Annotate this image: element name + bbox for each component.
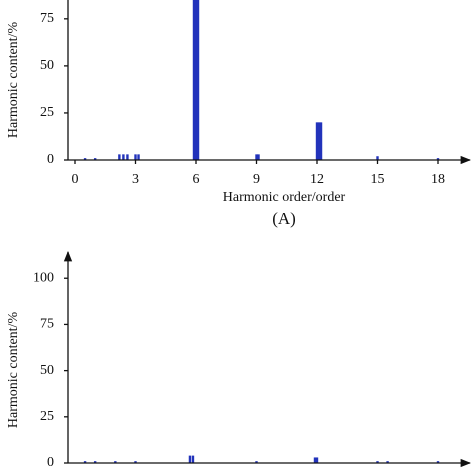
- bar: [255, 154, 258, 160]
- bar: [317, 122, 321, 160]
- x-tick-label: 12: [310, 172, 324, 187]
- bar: [83, 158, 87, 160]
- bar: [436, 461, 440, 463]
- x-tick-label: 6: [193, 172, 200, 187]
- bar: [376, 461, 379, 463]
- bar: [118, 154, 121, 160]
- y-tick-label: 0: [47, 152, 54, 167]
- bar: [436, 158, 440, 160]
- bar: [376, 156, 379, 160]
- bar: [196, 0, 200, 160]
- y-tick-label: 25: [40, 105, 54, 120]
- y-tick-label: 100: [33, 270, 54, 285]
- y-tick-label: 50: [40, 363, 54, 378]
- y-tick-label: 25: [40, 409, 54, 424]
- bar: [315, 122, 319, 160]
- x-tick-label: 0: [72, 172, 79, 187]
- x-tick-label: 9: [253, 172, 260, 187]
- bar: [134, 461, 137, 463]
- bar: [134, 154, 137, 160]
- bar: [137, 154, 140, 160]
- y-tick-label: 75: [40, 317, 54, 332]
- y-axis-label: Harmonic content/%: [6, 22, 21, 139]
- y-axis-label: Harmonic content/%: [6, 312, 21, 429]
- bar: [386, 461, 389, 463]
- y-tick-label: 0: [47, 455, 54, 470]
- x-tick-label: 18: [431, 172, 445, 187]
- bar: [257, 154, 260, 160]
- bar: [93, 461, 97, 463]
- y-tick-label: 75: [40, 11, 54, 26]
- bar: [315, 457, 319, 463]
- bar: [194, 0, 198, 160]
- x-tick-label: 3: [132, 172, 139, 187]
- bar: [192, 0, 196, 160]
- bar: [191, 455, 195, 463]
- x-axis-label: Harmonic order/order: [223, 190, 346, 205]
- bar: [255, 461, 258, 463]
- chart-title: (A): [272, 209, 296, 228]
- bar: [122, 154, 125, 160]
- bar: [188, 455, 192, 463]
- bar: [83, 461, 87, 463]
- y-tick-label: 50: [40, 58, 54, 73]
- x-tick-label: 15: [371, 172, 385, 187]
- bar: [126, 154, 129, 160]
- bar: [313, 457, 317, 463]
- bar: [319, 122, 323, 160]
- bar: [93, 158, 97, 160]
- bar: [114, 461, 117, 463]
